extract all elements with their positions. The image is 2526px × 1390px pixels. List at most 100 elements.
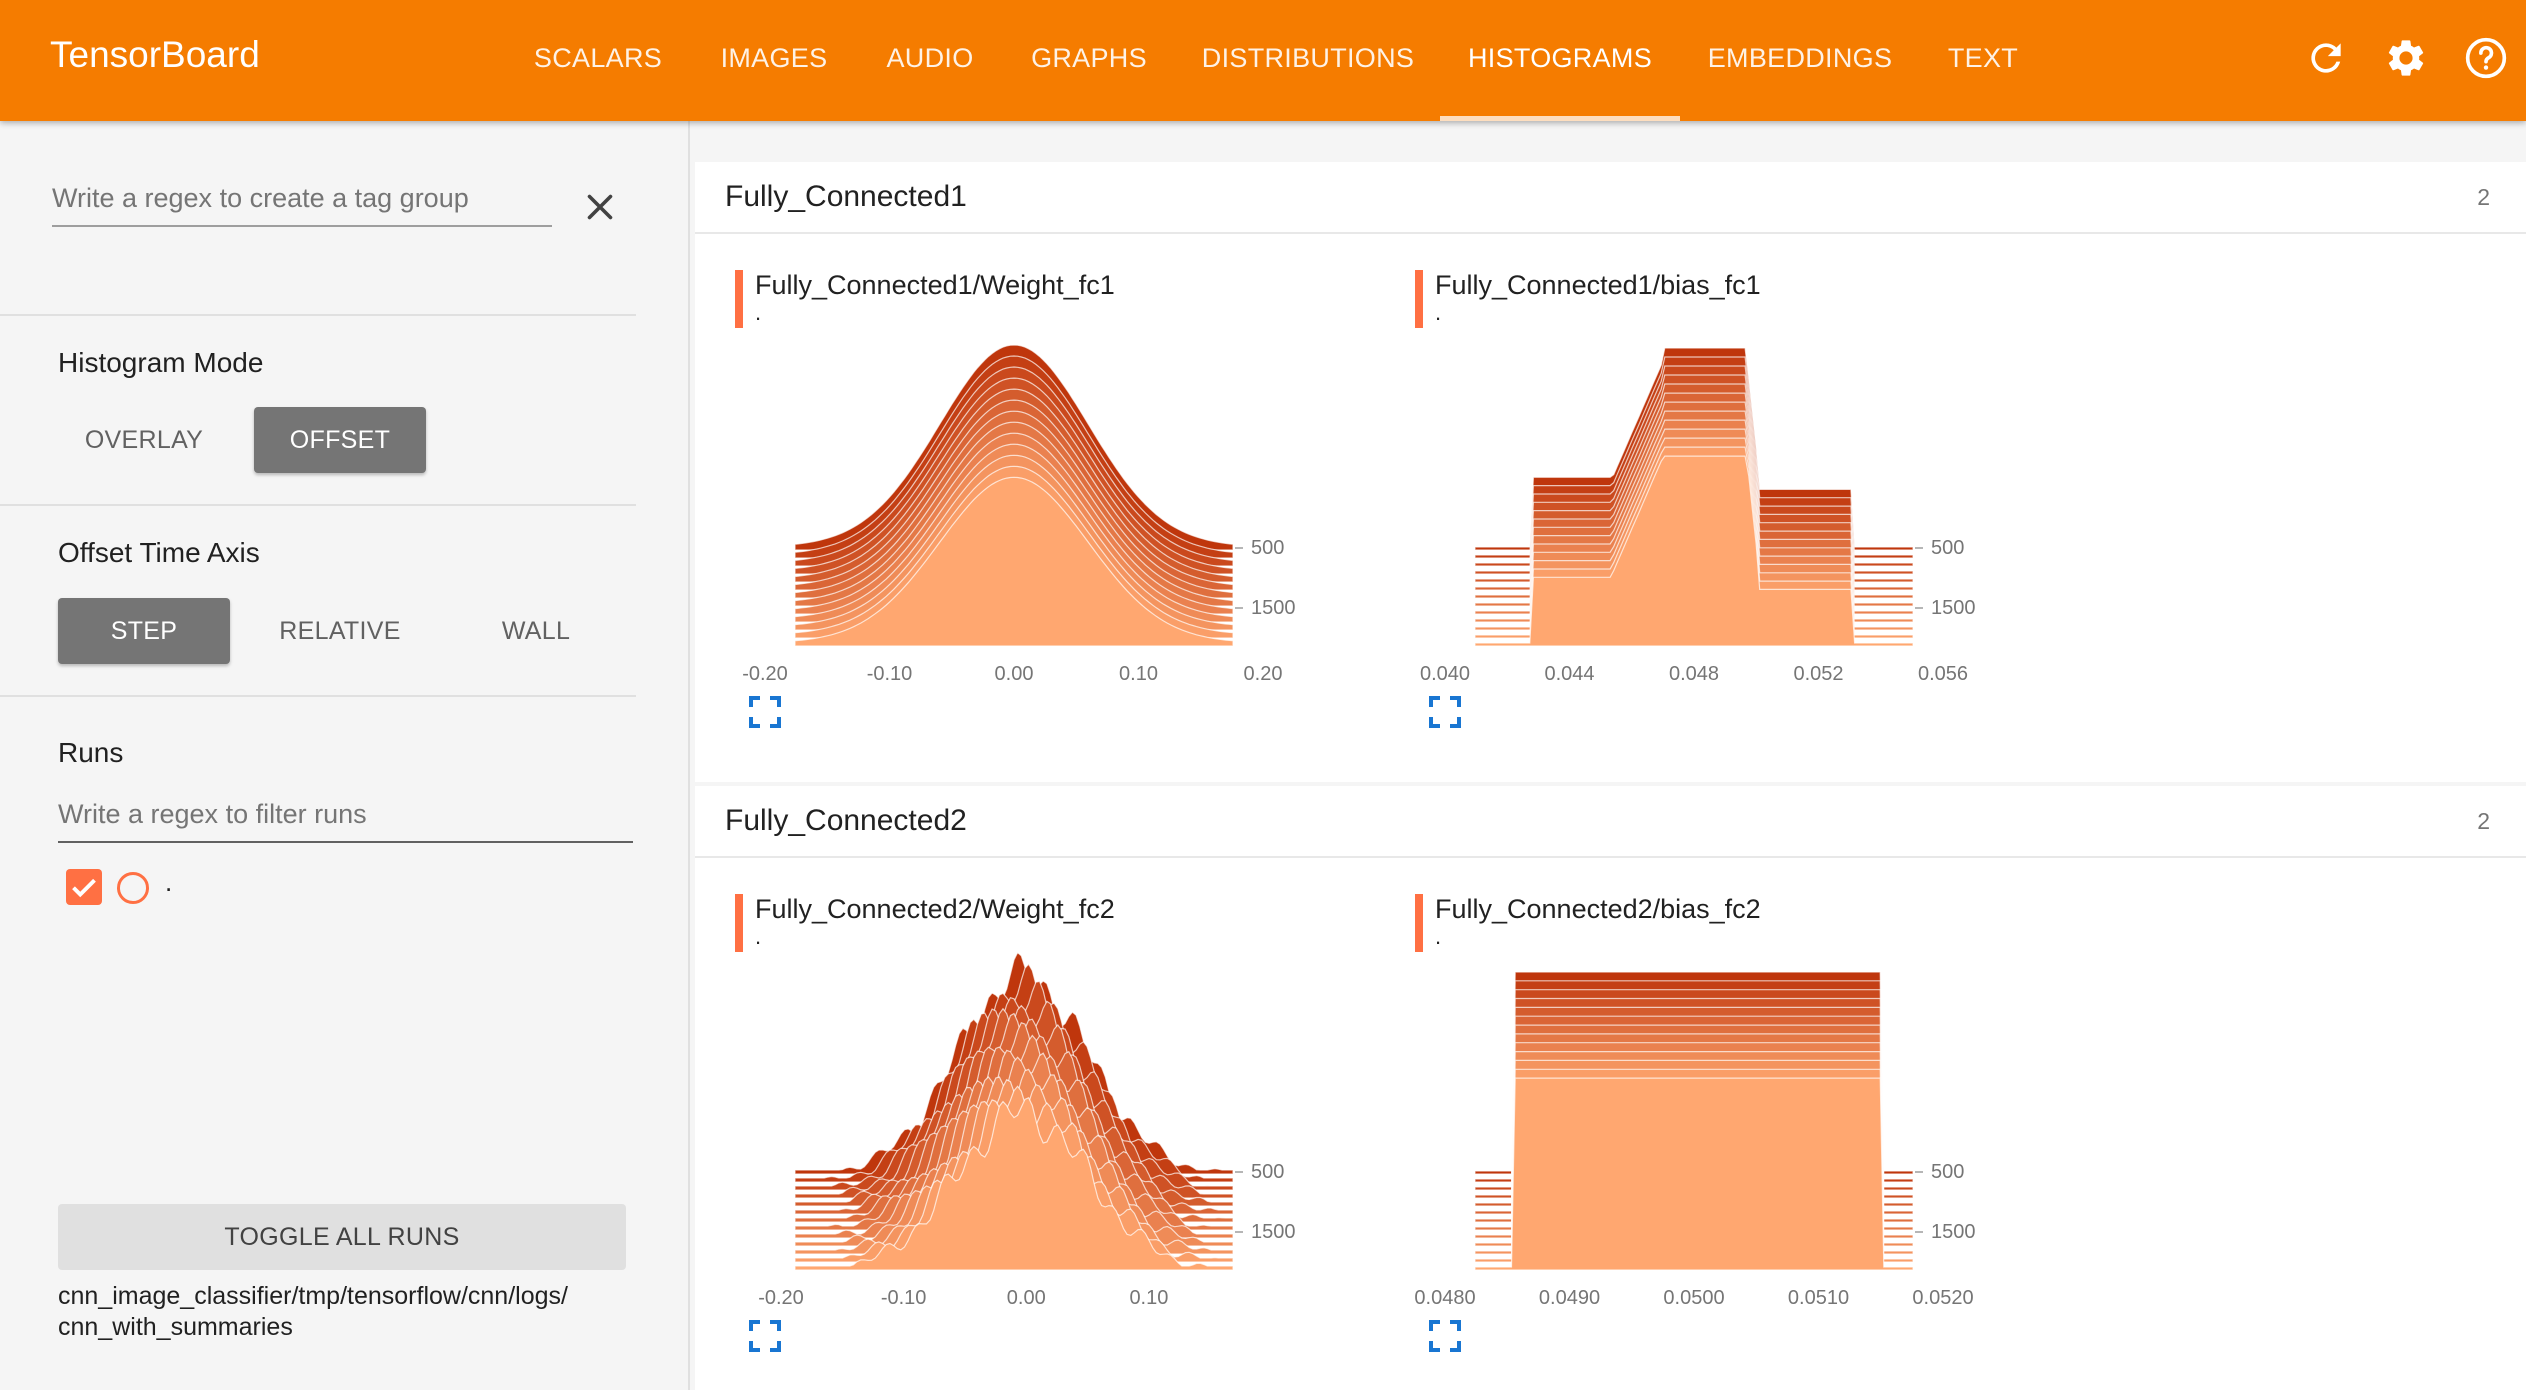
run-color-bar bbox=[735, 894, 743, 952]
x-tick-label: 0.048 bbox=[1669, 663, 1719, 685]
y-tick-label: 500 bbox=[1251, 537, 1284, 559]
x-tick-label: 0.044 bbox=[1544, 663, 1594, 685]
toggle-all-runs-button[interactable]: TOGGLE ALL RUNS bbox=[58, 1204, 626, 1270]
tag-group-card: Fully_Connected1 2 Fully_Connected1/Weig… bbox=[695, 162, 2526, 782]
x-tick-label: 0.0500 bbox=[1663, 1287, 1724, 1309]
tab-text[interactable]: TEXT bbox=[1947, 43, 2019, 73]
top-app-bar: TensorBoard SCALARS IMAGES AUDIO GRAPHS … bbox=[0, 0, 2526, 121]
chart-title: Fully_Connected2/Weight_fc2 bbox=[755, 894, 1115, 924]
histogram-plot: 500 1500 -0.20 -0.10 0.00 0.10 bbox=[749, 951, 1296, 1352]
histogram-chart: Fully_Connected2/Weight_fc2 . 500 1500 -0.… bbox=[735, 894, 1335, 1354]
help-icon[interactable] bbox=[2464, 36, 2508, 80]
offset-mode-button[interactable]: OFFSET bbox=[254, 407, 426, 473]
tag-group-count: 2 bbox=[2477, 184, 2490, 210]
tab-scalars[interactable]: SCALARS bbox=[533, 43, 663, 73]
sidebar-divider bbox=[0, 504, 636, 506]
y-tick-label: 1500 bbox=[1931, 1221, 1976, 1243]
offset-time-axis-title: Offset Time Axis bbox=[58, 537, 260, 568]
x-tick-label: 0.10 bbox=[1119, 663, 1158, 685]
histogram-plot: 500 1500 -0.20 -0.10 0.00 0.10 0.20 bbox=[742, 344, 1296, 728]
y-tick-label: 500 bbox=[1931, 537, 1964, 559]
x-tick-label: -0.20 bbox=[742, 663, 788, 685]
settings-gear-icon[interactable] bbox=[2384, 36, 2428, 80]
sidebar: Histogram Mode OVERLAY OFFSET Offset Tim… bbox=[0, 121, 690, 1390]
run-filter-input[interactable] bbox=[58, 799, 633, 830]
histogram-slice bbox=[794, 476, 1234, 647]
run-label: . bbox=[165, 867, 173, 897]
tag-group-title: Fully_Connected1 bbox=[725, 180, 967, 213]
histogram-chart: Fully_Connected2/bias_fc2 . 500 1500 0.048… bbox=[1415, 894, 2015, 1354]
tab-embeddings[interactable]: EMBEDDINGS bbox=[1707, 43, 1893, 73]
tag-group-header[interactable]: Fully_Connected1 2 bbox=[695, 162, 2526, 234]
sidebar-divider bbox=[0, 695, 636, 697]
x-tick-label: -0.10 bbox=[881, 1287, 927, 1309]
tab-audio[interactable]: AUDIO bbox=[886, 43, 974, 73]
refresh-icon[interactable] bbox=[2304, 36, 2348, 80]
chart-title: Fully_Connected1/Weight_fc1 bbox=[755, 270, 1115, 300]
y-tick-label: 500 bbox=[1251, 1161, 1284, 1183]
histogram-slice bbox=[1474, 1077, 1914, 1271]
x-tick-label: 0.0520 bbox=[1912, 1287, 1973, 1309]
x-tick-label: 0.00 bbox=[1007, 1287, 1046, 1309]
chart-run-label: . bbox=[1435, 300, 1442, 325]
clear-regex-close-icon[interactable] bbox=[582, 189, 618, 225]
y-tick-label: 1500 bbox=[1931, 597, 1976, 619]
run-filter-field[interactable] bbox=[58, 799, 633, 843]
x-tick-label: 0.052 bbox=[1793, 663, 1843, 685]
sidebar-divider bbox=[0, 314, 636, 316]
run-color-bar bbox=[1415, 894, 1423, 952]
histogram-slice bbox=[794, 1097, 1234, 1271]
run-color-bar bbox=[1415, 270, 1423, 328]
tag-group-title: Fully_Connected2 bbox=[725, 804, 967, 837]
tab-distributions[interactable]: DISTRIBUTIONS bbox=[1201, 43, 1415, 73]
log-directory-line: cnn_with_summaries bbox=[58, 1313, 293, 1341]
x-tick-label: -0.10 bbox=[867, 663, 913, 685]
histogram-mode-title: Histogram Mode bbox=[58, 347, 264, 378]
x-tick-label: 0.0480 bbox=[1415, 1287, 1476, 1309]
checkmark-icon bbox=[72, 878, 96, 898]
relative-axis-button[interactable]: RELATIVE bbox=[279, 617, 401, 645]
fullscreen-expand-icon[interactable] bbox=[749, 1320, 781, 1352]
runs-title: Runs bbox=[58, 737, 124, 768]
overlay-mode-button[interactable]: OVERLAY bbox=[84, 426, 204, 454]
chart-title: Fully_Connected1/bias_fc1 bbox=[1435, 270, 1761, 300]
tag-regex-field[interactable] bbox=[52, 183, 552, 227]
app-title: TensorBoard bbox=[50, 34, 260, 75]
y-tick-label: 500 bbox=[1931, 1161, 1964, 1183]
histogram-plot: 500 1500 0.0480 0.0490 0.0500 0.0510 0.0520 bbox=[1415, 971, 1976, 1352]
x-tick-label: 0.0490 bbox=[1539, 1287, 1600, 1309]
step-axis-button[interactable]: STEP bbox=[58, 598, 230, 664]
histogram-plot: 500 1500 0.040 0.044 0.048 0.052 0.056 bbox=[1420, 347, 1976, 728]
histogram-slice bbox=[1474, 455, 1914, 647]
wall-axis-button[interactable]: WALL bbox=[501, 617, 571, 645]
chart-run-label: . bbox=[755, 300, 762, 325]
x-tick-label: 0.040 bbox=[1420, 663, 1470, 685]
fullscreen-expand-icon[interactable] bbox=[1429, 696, 1461, 728]
run-checkbox[interactable] bbox=[66, 869, 102, 905]
fullscreen-expand-icon[interactable] bbox=[749, 696, 781, 728]
tag-group-count: 2 bbox=[2477, 808, 2490, 834]
run-color-swatch-icon[interactable] bbox=[117, 872, 149, 904]
tag-group-card: Fully_Connected2 2 Fully_Connected2/Weig… bbox=[695, 786, 2526, 1390]
x-tick-label: 0.20 bbox=[1244, 663, 1283, 685]
run-color-bar bbox=[735, 270, 743, 328]
tab-histograms[interactable]: HISTOGRAMS bbox=[1440, 0, 1680, 121]
x-tick-label: 0.10 bbox=[1129, 1287, 1168, 1309]
chart-run-label: . bbox=[1435, 924, 1442, 949]
x-tick-label: 0.0510 bbox=[1788, 1287, 1849, 1309]
histogram-chart: Fully_Connected1/bias_fc1 . 500 1500 0.040… bbox=[1415, 270, 2015, 730]
histogram-chart: Fully_Connected1/Weight_fc1 . 500 1500 -0.… bbox=[735, 270, 1335, 730]
tab-graphs[interactable]: GRAPHS bbox=[1031, 43, 1147, 73]
chart-run-label: . bbox=[755, 924, 762, 949]
tab-images[interactable]: IMAGES bbox=[720, 43, 828, 73]
x-tick-label: 0.00 bbox=[995, 663, 1034, 685]
log-directory-line: cnn_image_classifier/tmp/tensorflow/cnn/… bbox=[58, 1282, 568, 1310]
tag-regex-input[interactable] bbox=[52, 183, 552, 214]
tag-group-header[interactable]: Fully_Connected2 2 bbox=[695, 786, 2526, 858]
x-tick-label: 0.056 bbox=[1918, 663, 1968, 685]
chart-title: Fully_Connected2/bias_fc2 bbox=[1435, 894, 1761, 924]
fullscreen-expand-icon[interactable] bbox=[1429, 1320, 1461, 1352]
log-directory: cnn_image_classifier/tmp/tensorflow/cnn/… bbox=[58, 1281, 658, 1343]
y-tick-label: 1500 bbox=[1251, 597, 1296, 619]
y-tick-label: 1500 bbox=[1251, 1221, 1296, 1243]
